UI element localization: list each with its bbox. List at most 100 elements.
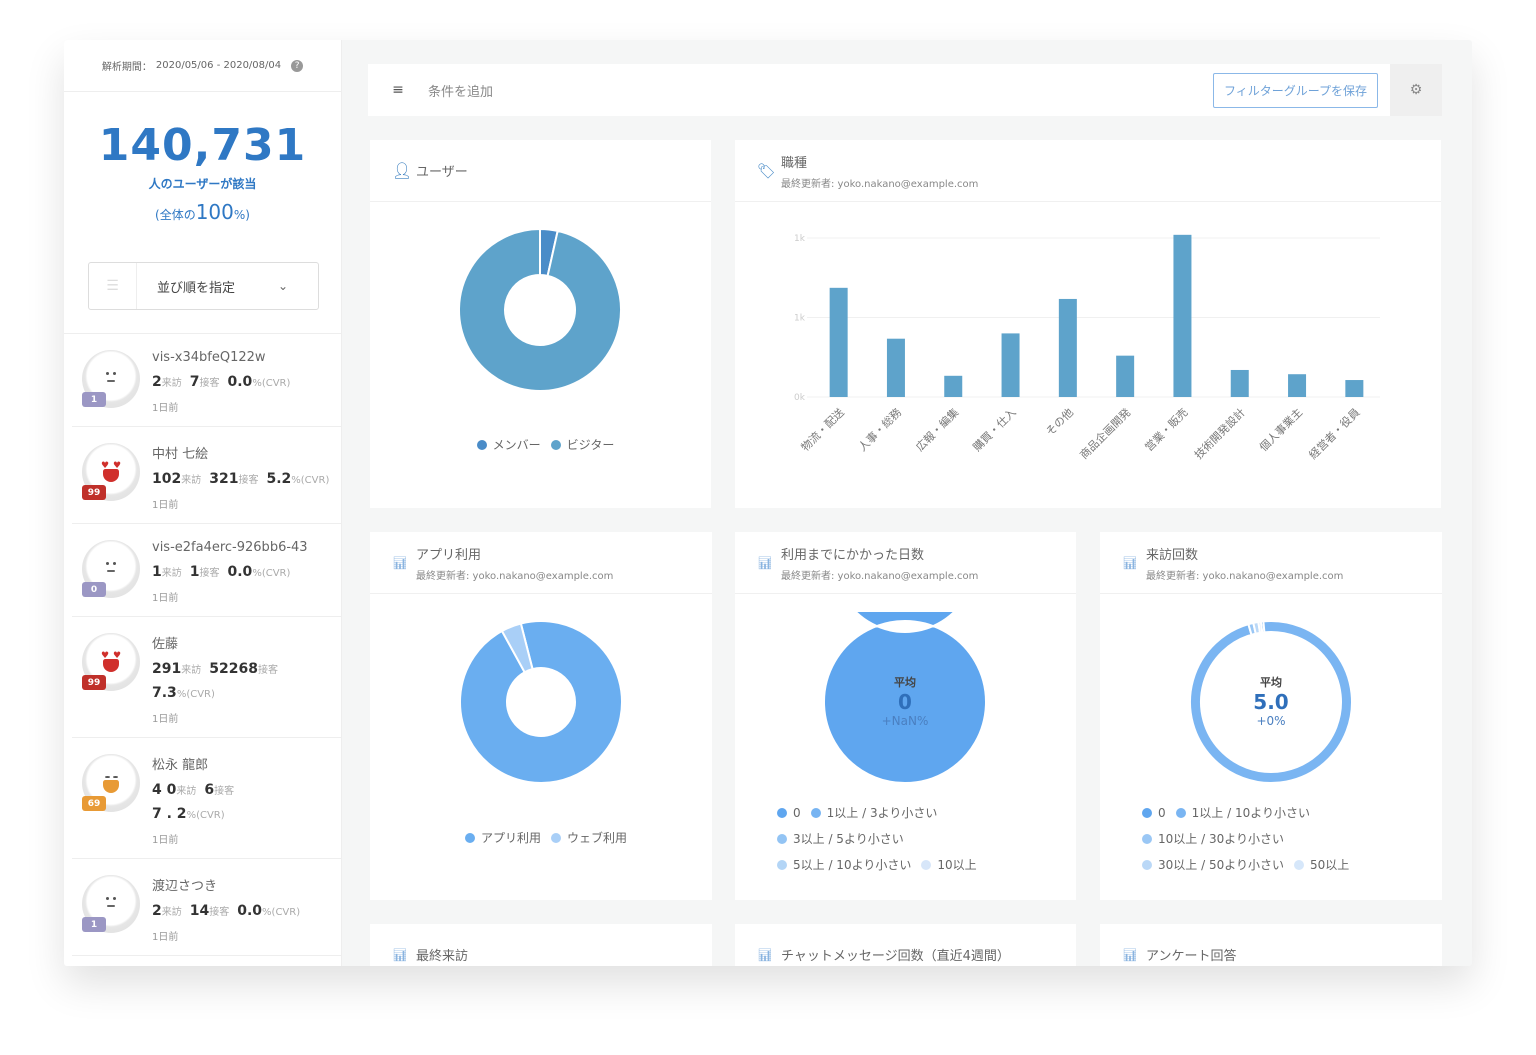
legend-label[interactable]: メンバー [492, 438, 541, 452]
legend-dot [1293, 860, 1304, 870]
legend-label[interactable]: 1以上 / 3より小さい [826, 806, 938, 820]
legend-label[interactable]: 10以上 [937, 858, 977, 872]
main-content: ≡ 条件を追加 フィルターグループを保存 ⚙ 👤︎ ユーザー メンバー ビジター 🏷… [342, 40, 1472, 966]
legend-dot [777, 860, 787, 870]
visitor-list-item[interactable]: 69 松永 龍郎 4 0来訪 6接客 7 . 2%(CVR) 1日前 [72, 738, 342, 859]
cvr-unit: %(CVR) [291, 475, 330, 486]
app-window: 解析期間： 2020/05/06 - 2020/08/04 ? 140,731 … [64, 40, 1472, 966]
survey-answer-card: 📊︎ アンケート回答 [1100, 924, 1442, 966]
legend-label[interactable]: 5以上 / 10より小さい [793, 858, 912, 872]
visitor-stats: 1来訪 1接客 0.0%(CVR) [152, 561, 342, 585]
chat-message-card: 📊︎ チャットメッセージ回数（直近4週間） [735, 924, 1076, 966]
card-updated-by: 最終更新者: yoko.nakano@example.com [781, 570, 979, 582]
legend-label[interactable]: 0 [1158, 806, 1166, 820]
gear-icon[interactable]: ⚙ [1390, 64, 1442, 116]
question-circle-icon[interactable]: ? [291, 59, 304, 72]
donut-slice-1[interactable] [458, 227, 622, 392]
legend-label[interactable]: ビジター [566, 438, 615, 452]
visits-legend: 0 1以上 / 10より小さい 10以上 / 30より小さい 30以上 / 50より小… [1132, 800, 1432, 878]
score-badge: 99 [82, 675, 106, 690]
cvr-value: 0.0 [227, 564, 253, 580]
last-seen: 1日前 [152, 593, 179, 604]
legend-dot [1142, 808, 1152, 818]
cvr-unit: %(CVR) [176, 689, 215, 700]
legend-dot [1142, 834, 1152, 844]
face-neutral-icon [98, 891, 124, 917]
bar[interactable] [886, 338, 905, 397]
visits-count: 291 [152, 661, 182, 677]
visitor-name: 渡辺さつき [152, 879, 218, 894]
cvr-unit: %(CVR) [186, 810, 225, 821]
visitor-stats: 102来訪 321接客 5.2%(CVR) [152, 468, 342, 492]
donut-slice-4[interactable] [1257, 620, 1264, 635]
visits-unit: 来訪 [176, 786, 197, 797]
legend-label[interactable]: 10以上 / 30より小さい [1158, 832, 1284, 846]
add-condition-button[interactable]: 条件を追加 [428, 84, 494, 100]
legend-dot [464, 833, 475, 843]
sort-dropdown[interactable]: ☰ 並び順を指定 ⌄ [88, 262, 319, 310]
legend-dot [476, 440, 487, 450]
visitor-name: 佐藤 [152, 637, 179, 652]
x-tick-label: 人事・総務 [855, 405, 904, 454]
visitor-list-item[interactable]: 1 vis-x34bfeQ122w 2来訪 7接客 0.0%(CVR) 1日前 [72, 334, 342, 427]
bar[interactable] [1173, 234, 1192, 397]
chats-count: 7 [189, 374, 200, 390]
visitor-name: 中村 七絵 [152, 447, 209, 462]
visitor-list-item[interactable]: 0 vis-e2fa4erc-926bb6-43 1来訪 1接客 0.0%(CVR)… [72, 524, 342, 617]
user-donut-chart [458, 227, 622, 392]
donut-slice-0[interactable] [822, 612, 987, 784]
last-seen: 1日前 [152, 835, 179, 846]
sidebar: 解析期間： 2020/05/06 - 2020/08/04 ? 140,731 … [64, 40, 342, 966]
donut-slice-0[interactable] [459, 620, 623, 784]
chats-count: 321 [209, 471, 239, 487]
bar[interactable] [1001, 333, 1020, 397]
bar[interactable] [944, 375, 963, 397]
legend-label[interactable]: 30以上 / 50より小さい [1158, 858, 1284, 872]
visits-count: 2 [152, 903, 162, 919]
avg-change: +NaN% [881, 714, 929, 728]
y-tick-label: 0k [794, 393, 806, 403]
card-title: ユーザー [416, 165, 468, 180]
visit-count-card: 📊︎ 来訪回数 最終更新者: yoko.nakano@example.com 平均 5… [1100, 532, 1442, 900]
card-title: 来訪回数 [1146, 547, 1199, 563]
save-filter-group-button[interactable]: フィルターグループを保存 [1212, 72, 1378, 108]
score-badge: 69 [82, 796, 106, 811]
cvr-unit: %(CVR) [262, 907, 301, 918]
legend-label[interactable]: 1以上 / 10より小さい [1191, 806, 1310, 820]
score-badge: 0 [82, 582, 106, 597]
bar[interactable] [1116, 355, 1135, 397]
visits-count: 4 0 [152, 782, 177, 798]
bar[interactable] [829, 287, 848, 397]
avg-value: 5.0 [1253, 690, 1289, 714]
user-card: 👤︎ ユーザー メンバー ビジター [370, 140, 711, 508]
chats-unit: 接客 [199, 378, 220, 389]
x-tick-label: その他 [1043, 406, 1076, 439]
legend-label[interactable]: 50以上 [1309, 858, 1350, 872]
visitor-name: vis-x34bfeQ122w [152, 350, 266, 365]
visitor-list: 1 vis-x34bfeQ122w 2来訪 7接客 0.0%(CVR) 1日前 ♥ ♥ … [64, 333, 342, 956]
card-title: 職種 [781, 155, 808, 171]
app-usage-legend: アプリ利用 ウェブ利用 [370, 825, 712, 851]
card-updated-by: 最終更新者: yoko.nakano@example.com [781, 178, 979, 190]
visitor-stats: 4 0来訪 6接客 7 . 2%(CVR) [152, 779, 342, 827]
legend-label[interactable]: 0 [793, 806, 801, 820]
app-usage-card: 📊︎ アプリ利用 最終更新者: yoko.nakano@example.com アプ… [370, 532, 712, 900]
legend-label[interactable]: アプリ利用 [480, 831, 541, 845]
user-count-label: 人のユーザーが該当 [148, 177, 257, 191]
legend-label[interactable]: 3以上 / 5より小さい [793, 832, 904, 846]
bar[interactable] [1058, 298, 1077, 397]
visitor-list-item[interactable]: ♥ ♥ 99 佐藤 291来訪 52268接客 7.3%(CVR) 1日前 [72, 617, 342, 738]
bar[interactable] [1288, 374, 1307, 397]
cvr-value: 5.2 [266, 471, 292, 487]
legend-label[interactable]: ウェブ利用 [567, 831, 628, 845]
visitor-list-item[interactable]: 1 渡辺さつき 2来訪 14接客 0.0%(CVR) 1日前 [72, 859, 342, 956]
donut-slice-1[interactable] [500, 622, 534, 674]
bar[interactable] [1345, 380, 1364, 397]
visitor-stats: 2来訪 7接客 0.0%(CVR) [152, 371, 342, 395]
visits-average: 平均 5.0 +0% [1211, 674, 1331, 728]
bar[interactable] [1230, 369, 1249, 397]
visitor-list-item[interactable]: ♥ ♥ 99 中村 七絵 102来訪 321接客 5.2%(CVR) 1日前 [72, 427, 342, 524]
x-tick-label: 広報・編集 [913, 405, 962, 454]
days-legend: 0 1以上 / 3より小さい 3以上 / 5より小さい 5以上 / 10より小さい 10… [767, 800, 1057, 878]
legend-dot [810, 808, 821, 818]
